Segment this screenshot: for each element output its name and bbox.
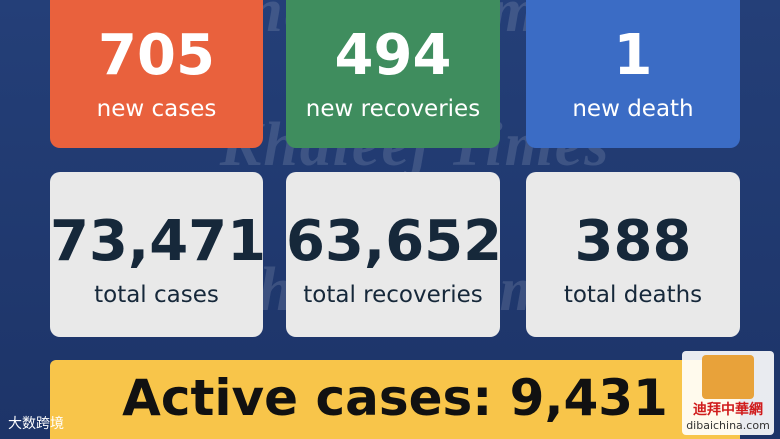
stat-label: new death xyxy=(572,96,694,122)
stat-card: 1 new death xyxy=(526,0,740,148)
total-label: total cases xyxy=(94,282,219,308)
total-number: 388 xyxy=(574,209,692,274)
total-card: 63,652 total recoveries xyxy=(286,172,503,337)
stat-number: 494 xyxy=(334,23,452,88)
total-card: 388 total deaths xyxy=(526,172,740,337)
total-label: total deaths xyxy=(563,282,703,308)
logo-url: dibaichina.com xyxy=(686,419,770,432)
logo-name: 迪拜中華網 xyxy=(693,402,763,418)
corner-watermark: 大数跨境 xyxy=(8,416,64,432)
stat-label: new cases xyxy=(96,96,217,122)
corner-logo: 迪拜中華網 dibaichina.com xyxy=(682,351,774,435)
total-label: total recoveries xyxy=(303,282,483,308)
stat-number: 705 xyxy=(98,23,215,88)
stat-number: 1 xyxy=(613,23,653,88)
active-cases: Active cases: 9,431 xyxy=(50,360,740,439)
total-card: 73,471 total cases xyxy=(50,172,267,337)
total-number: 73,471 xyxy=(50,209,267,274)
logo-icon xyxy=(702,355,754,399)
stat-label: new recoveries xyxy=(305,96,481,122)
stat-card: 705 new cases xyxy=(50,0,263,148)
stat-card: 494 new recoveries xyxy=(286,0,500,148)
total-number: 63,652 xyxy=(286,209,503,274)
